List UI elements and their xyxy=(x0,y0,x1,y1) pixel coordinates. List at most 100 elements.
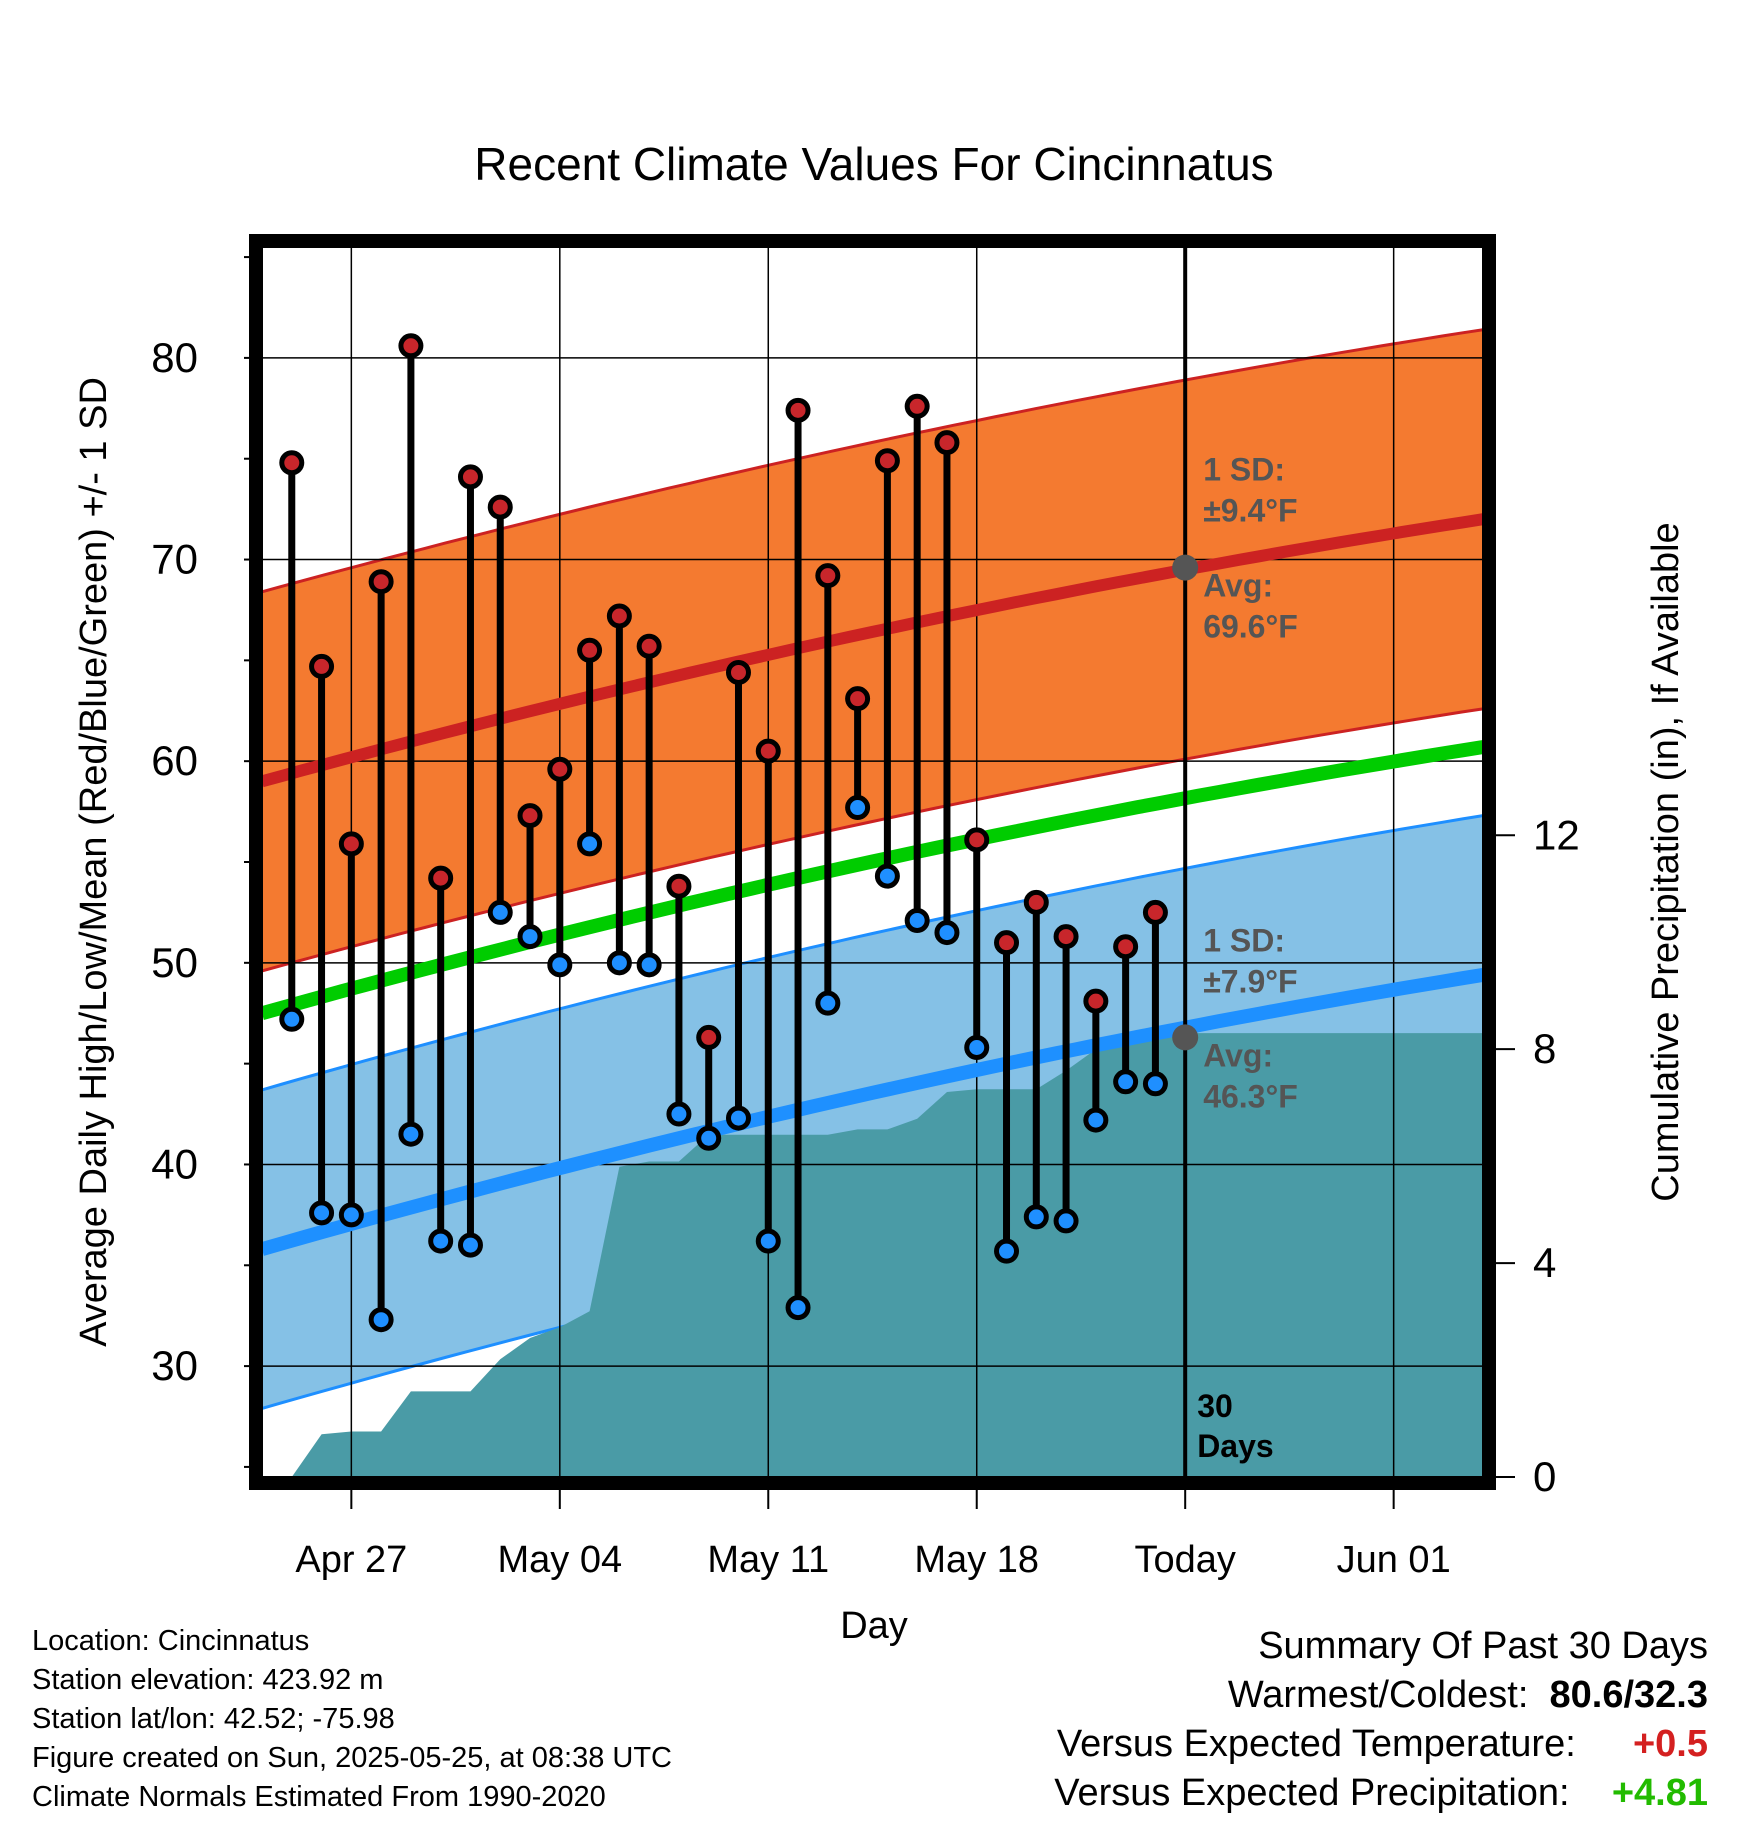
daily-high-point xyxy=(636,633,662,659)
x-tick-label: May 11 xyxy=(707,1539,829,1581)
daily-high-point xyxy=(1023,889,1049,915)
high-sd-label: 1 SD: xyxy=(1203,452,1285,488)
daily-low-point xyxy=(636,952,662,978)
daily-high-point xyxy=(1053,924,1079,950)
daily-low-point xyxy=(606,950,632,976)
daily-high-point xyxy=(309,653,335,679)
precip-departure-row: Versus Expected Precipitation: +4.81 xyxy=(1054,1769,1708,1818)
daily-low-point xyxy=(934,920,960,946)
plot-area: 1 SD: ±9.4°F Avg: 69.6°F 1 SD: ±7.9°F Avg: 46.3… xyxy=(262,247,1483,1477)
daily-high-point xyxy=(845,686,871,712)
today-days-label-line2: Days xyxy=(1197,1428,1274,1464)
daily-high-point xyxy=(1083,988,1109,1014)
high-sd-value: ±9.4°F xyxy=(1203,493,1297,529)
high-sd-lower-edge xyxy=(262,707,1483,973)
today-avg-low-marker xyxy=(1172,1024,1199,1051)
latlon-text: Station lat/lon: 42.52; -75.98 xyxy=(32,1703,395,1735)
daily-low-point xyxy=(428,1228,454,1254)
daily-high-point xyxy=(1113,934,1139,960)
daily-high-point xyxy=(517,803,543,829)
daily-high-point xyxy=(696,1024,722,1050)
daily-low-point xyxy=(309,1200,335,1226)
y2-tick-label: 4 xyxy=(1533,1239,1556,1286)
daily-high-point xyxy=(785,397,811,423)
daily-low-point xyxy=(815,990,841,1016)
daily-low-point xyxy=(457,1232,483,1258)
y-axis-label: Average Daily High/Low/Mean (Red/Blue/Gr… xyxy=(73,377,115,1347)
daily-low-point xyxy=(1142,1071,1168,1097)
x-tick-label: May 04 xyxy=(497,1539,622,1581)
daily-high-point xyxy=(815,563,841,589)
today-days-label-line1: 30 xyxy=(1197,1388,1233,1424)
daily-low-point xyxy=(1053,1208,1079,1234)
daily-low-point xyxy=(1113,1069,1139,1095)
low-sd-label: 1 SD: xyxy=(1203,922,1285,958)
daily-low-point xyxy=(696,1125,722,1151)
location-text: Location: Cincinnatus xyxy=(32,1625,310,1657)
daily-low-point xyxy=(874,863,900,889)
y2-tick-label: 12 xyxy=(1533,811,1580,858)
today-avg-high-marker xyxy=(1172,554,1199,581)
daily-high-point xyxy=(398,333,424,359)
daily-high-point xyxy=(874,448,900,474)
daily-low-point xyxy=(1023,1204,1049,1230)
daily-low-point xyxy=(964,1035,990,1061)
daily-low-point xyxy=(577,831,603,857)
daily-high-point xyxy=(934,430,960,456)
daily-low-point xyxy=(785,1295,811,1321)
daily-high-point xyxy=(725,659,751,685)
avg-low-line xyxy=(262,967,1483,1256)
daily-low-point xyxy=(725,1105,751,1131)
normals-text: Climate Normals Estimated From 1990-2020 xyxy=(32,1781,606,1813)
elevation-text: Station elevation: 423.92 m xyxy=(32,1664,384,1696)
daily-high-point xyxy=(338,831,364,857)
daily-low-point xyxy=(279,1006,305,1032)
daily-low-point xyxy=(368,1307,394,1333)
daily-low-point xyxy=(517,924,543,950)
daily-high-point xyxy=(487,494,513,520)
x-tick-label: Jun 01 xyxy=(1337,1539,1451,1581)
daily-high-point xyxy=(428,865,454,891)
daily-low-point xyxy=(338,1202,364,1228)
daily-low-point xyxy=(398,1121,424,1147)
daily-high-point xyxy=(904,393,930,419)
daily-high-point xyxy=(1142,899,1168,925)
daily-low-point xyxy=(487,899,513,925)
daily-high-point xyxy=(994,930,1020,956)
x-tick-label: Today xyxy=(1134,1539,1235,1581)
daily-low-point xyxy=(547,952,573,978)
warmest-coldest-label: Warmest/Coldest: xyxy=(1227,1674,1529,1716)
high-sd-band xyxy=(262,329,1483,971)
daily-low-point xyxy=(755,1228,781,1254)
low-avg-value: 46.3°F xyxy=(1203,1078,1298,1114)
daily-high-point xyxy=(606,603,632,629)
y-tick-label: 70 xyxy=(151,536,198,583)
warmest-coldest-row: Warmest/Coldest: 80.6/32.3 xyxy=(1054,1671,1708,1720)
y-tick-label: 80 xyxy=(151,334,198,381)
y2-axis-label: Cumulative Precipitation (in), If Availa… xyxy=(1645,522,1687,1201)
daily-high-point xyxy=(755,738,781,764)
daily-low-point xyxy=(1083,1107,1109,1133)
avg-high-line xyxy=(262,513,1483,788)
y-tick-label: 40 xyxy=(151,1140,198,1187)
temp-departure-row: Versus Expected Temperature: +0.5 xyxy=(1054,1720,1708,1769)
x-tick-label: Apr 27 xyxy=(295,1539,407,1581)
y-tick-label: 30 xyxy=(151,1342,198,1389)
precip-departure-label: Versus Expected Precipitation: xyxy=(1054,1772,1570,1814)
x-axis-label: Day xyxy=(840,1605,908,1647)
summary-panel: Summary Of Past 30 Days Warmest/Coldest:… xyxy=(1054,1622,1708,1818)
station-info: Location: Cincinnatus Station elevation:… xyxy=(32,1622,672,1817)
avg-mean-line xyxy=(262,740,1483,1020)
summary-title: Summary Of Past 30 Days xyxy=(1258,1625,1708,1667)
y2-tick-label: 0 xyxy=(1533,1453,1556,1500)
low-sd-upper-edge xyxy=(262,814,1483,1092)
daily-low-point xyxy=(994,1238,1020,1264)
low-avg-label: Avg: xyxy=(1203,1037,1273,1073)
daily-high-point xyxy=(964,827,990,853)
low-sd-value: ±7.9°F xyxy=(1203,963,1297,999)
daily-high-point xyxy=(577,637,603,663)
y2-tick-label: 8 xyxy=(1533,1025,1556,1072)
chart-title: Recent Climate Values For Cincinnatus xyxy=(474,138,1273,190)
daily-high-point xyxy=(368,569,394,595)
